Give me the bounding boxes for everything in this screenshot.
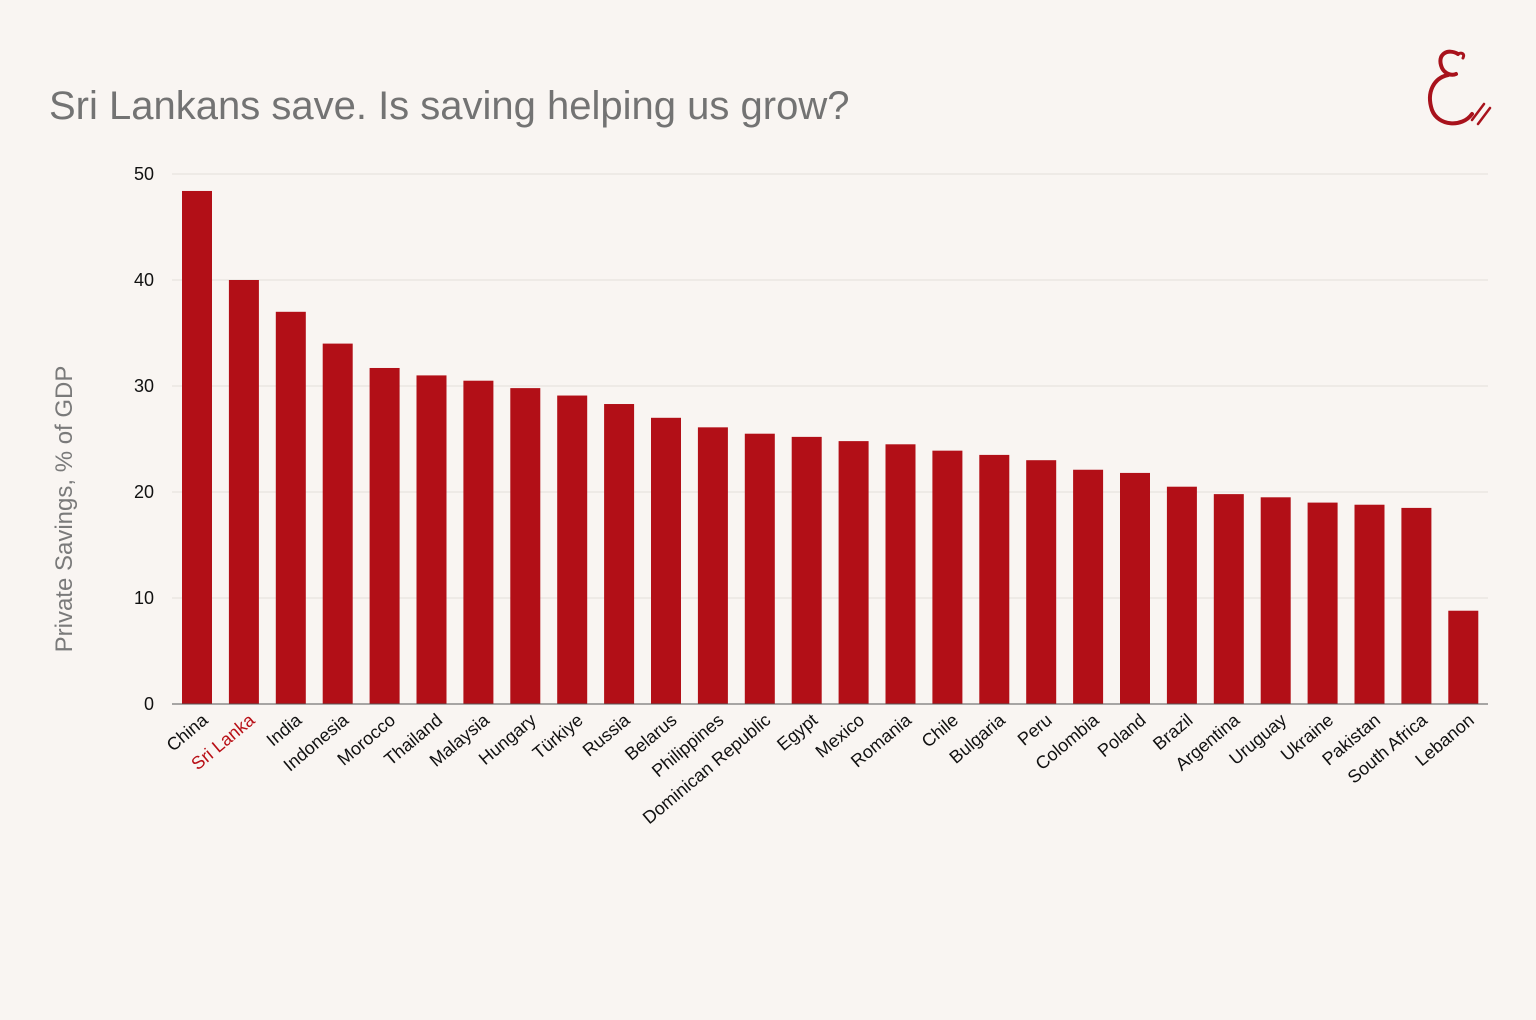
bar-colombia (1073, 469, 1104, 704)
bar-india (275, 311, 306, 704)
bar-poland (1120, 472, 1150, 704)
bar-russia (604, 404, 635, 704)
y-axis-label: Private Savings, % of GDP (51, 366, 78, 653)
bar-sri-lanka (228, 280, 259, 704)
bar-malaysia (463, 380, 494, 704)
bar-t-rkiye (557, 395, 588, 704)
bar-romania (885, 444, 916, 704)
bar-hungary (510, 388, 541, 704)
bar-philippines (697, 427, 728, 704)
x-tick-label: Poland (1094, 710, 1150, 761)
bar-ukraine (1307, 502, 1338, 704)
bar-south-africa (1401, 507, 1432, 704)
bar-brazil (1166, 486, 1197, 704)
bar-argentina (1213, 494, 1244, 704)
bar-chile (932, 450, 963, 704)
bar-peru (1026, 460, 1057, 704)
bar-bulgaria (979, 454, 1010, 704)
y-tick-label: 30 (134, 376, 154, 396)
bar-pakistan (1354, 504, 1385, 704)
y-tick-label: 50 (134, 164, 154, 184)
bar-mexico (838, 441, 869, 704)
bar-china (182, 190, 212, 704)
bar-thailand (416, 375, 447, 704)
x-tick-label: Türkiye (529, 710, 587, 763)
bar-egypt (791, 436, 822, 704)
bar-lebanon (1448, 610, 1479, 704)
script-e-logo-icon (1428, 49, 1492, 126)
y-tick-label: 10 (134, 588, 154, 608)
bars (182, 190, 1479, 704)
chart-title: Sri Lankans save. Is saving helping us g… (49, 84, 850, 128)
bar-morocco (369, 367, 400, 704)
y-tick-label: 0 (144, 694, 154, 714)
bar-belarus (651, 417, 681, 704)
y-axis-ticks: 0 10 20 30 40 50 (134, 164, 154, 714)
bar-dominican-republic (744, 433, 775, 704)
bar-indonesia (322, 343, 353, 704)
bar-uruguay (1260, 497, 1291, 704)
y-tick-label: 40 (134, 270, 154, 290)
y-tick-label: 20 (134, 482, 154, 502)
